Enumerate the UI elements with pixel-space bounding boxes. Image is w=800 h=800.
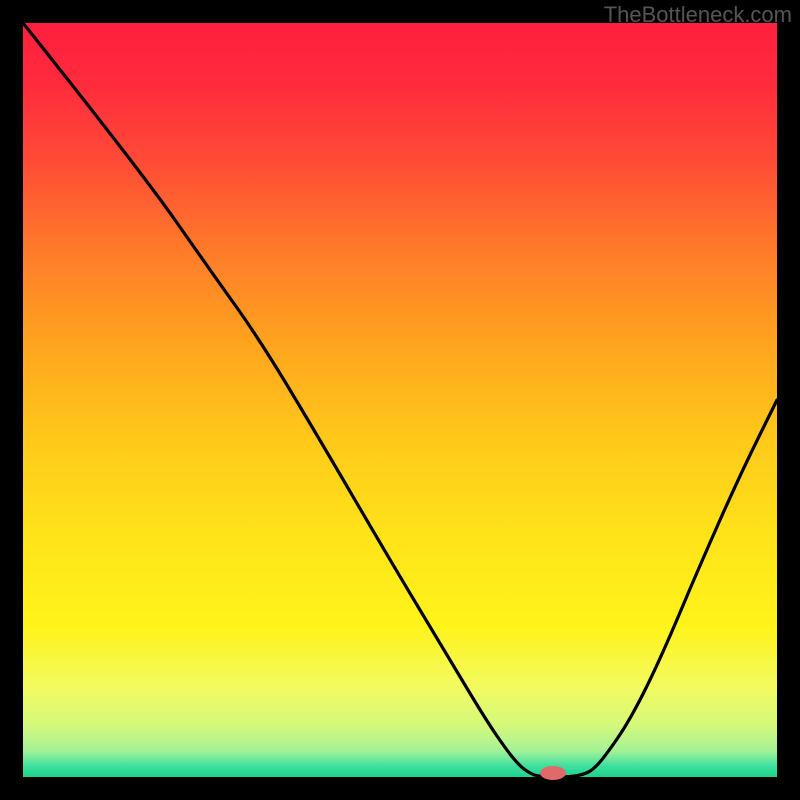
watermark-text: TheBottleneck.com <box>604 2 792 28</box>
chart-stage: TheBottleneck.com <box>0 0 800 800</box>
bottleneck-chart <box>0 0 800 800</box>
plot-background <box>23 23 777 777</box>
optimum-marker <box>540 766 566 780</box>
